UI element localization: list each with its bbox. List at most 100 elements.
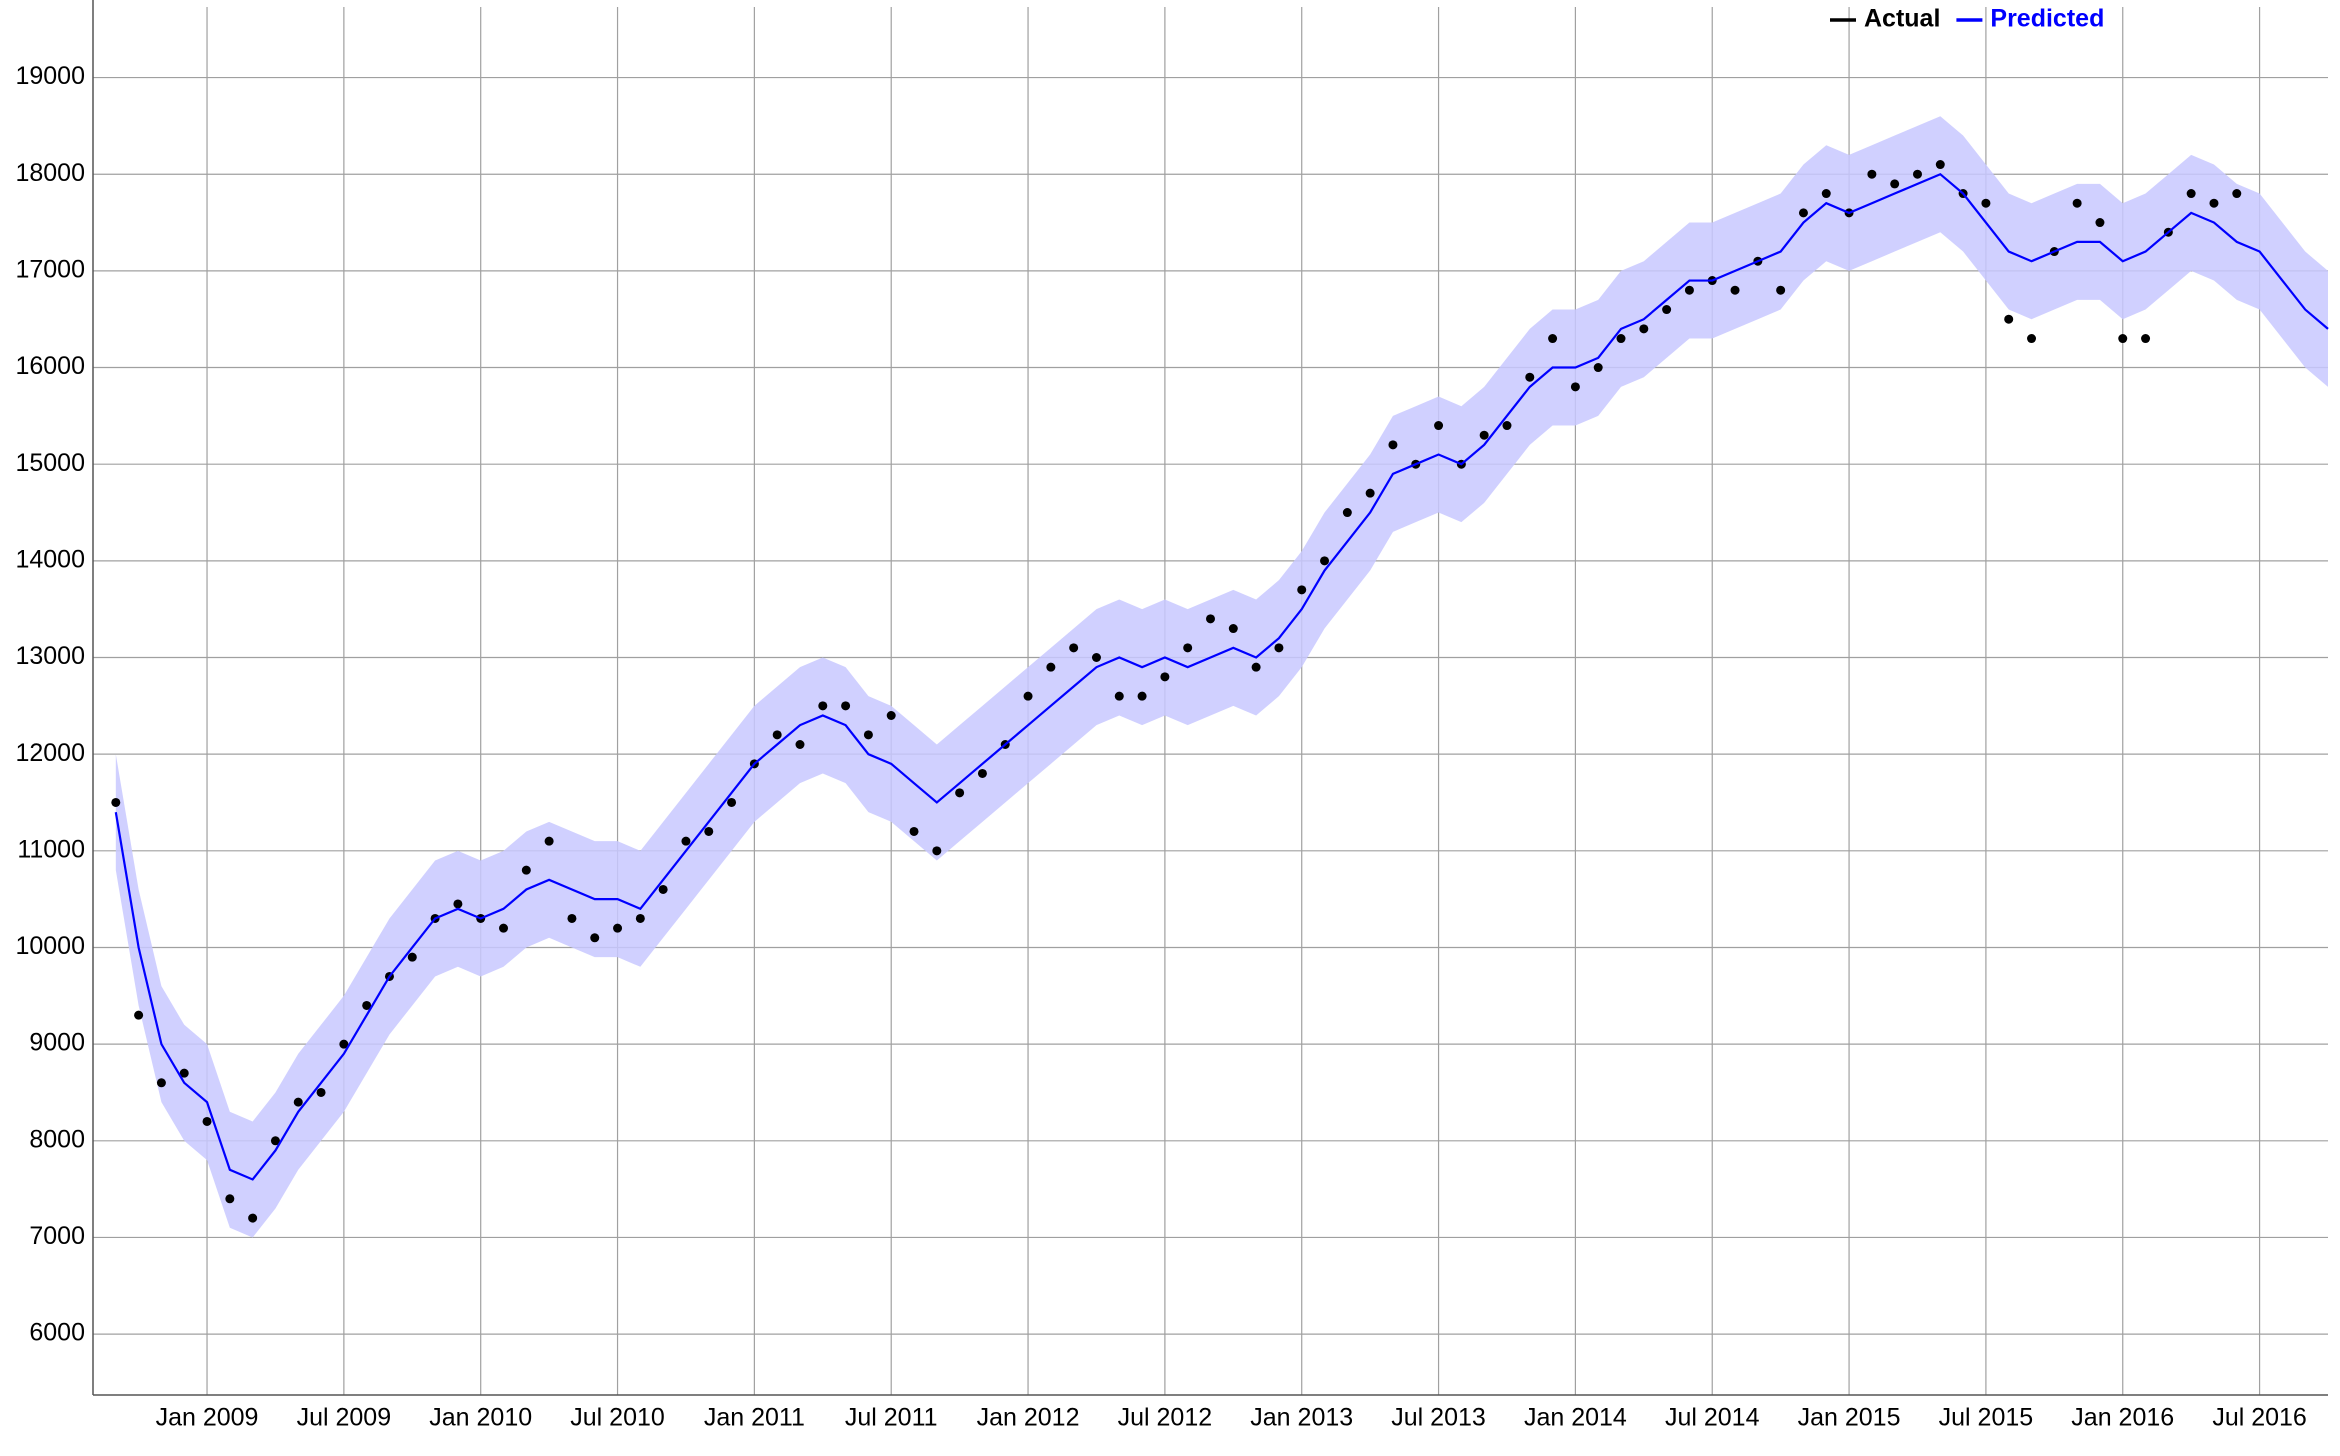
x-tick-label: Jan 2011 [704,1404,805,1432]
actual-point [1388,440,1398,450]
x-tick-label: Jul 2016 [2212,1404,2307,1432]
actual-point [225,1194,235,1204]
y-tick-label: 7000 [29,1222,85,1250]
actual-point [1525,372,1535,382]
actual-point [841,701,851,711]
actual-point [111,797,121,807]
actual-point [1251,662,1261,672]
y-tick-label: 12000 [15,739,85,767]
actual-point [2004,314,2014,324]
actual-point [1684,285,1694,295]
x-tick-label: Jul 2010 [570,1404,665,1432]
actual-point [1183,643,1193,653]
actual-point [1160,672,1170,682]
actual-point [407,952,417,962]
predicted-line [114,172,2329,1181]
x-tick-label: Jul 2011 [845,1404,938,1432]
actual-point [156,1078,166,1088]
actual-point [544,836,554,846]
y-tick-label: 16000 [15,352,85,380]
actual-point [1593,363,1603,373]
actual-point [1502,421,1512,431]
actual-point [2027,334,2037,344]
actual-point [1274,643,1284,653]
actual-point [521,865,531,875]
actual-point [2186,189,2196,199]
y-tick-label: 11000 [17,835,85,863]
y-tick-label: 15000 [15,449,85,477]
x-tick-label: Jan 2013 [1250,1404,1353,1432]
actual-point [727,797,737,807]
x-tick-label: Jul 2014 [1665,1404,1760,1432]
actual-point [590,933,600,943]
y-tick-label: 6000 [29,1319,85,1347]
actual-point [613,923,623,933]
y-tick-label: 19000 [15,62,85,90]
actual-point [1981,198,1991,208]
actual-point [1730,285,1740,295]
actual-point [1662,305,1672,315]
actual-point [316,1087,326,1097]
x-tick-label: Jan 2009 [156,1404,259,1432]
actual-point [635,913,645,923]
actual-point [1639,324,1649,334]
actual-point [362,1000,372,1010]
actual-point [1320,556,1330,566]
actual-point [909,826,919,836]
legend-label: Actual [1864,5,1940,33]
actual-point [955,788,965,798]
actual-point [772,730,782,740]
actual-point [1365,488,1375,498]
actual-point [1297,585,1307,595]
actual-point [704,826,714,836]
actual-point [1046,662,1056,672]
actual-point [567,913,577,923]
actual-point [2232,189,2242,199]
actual-point [202,1116,212,1126]
actual-point [1069,643,1079,653]
actual-point [977,768,987,778]
actual-point [1867,169,1877,179]
actual-point [293,1097,303,1107]
y-tick-label: 18000 [15,159,85,187]
confidence-band [115,116,2328,1238]
y-tick-label: 9000 [29,1029,85,1057]
x-tick-label: Jul 2009 [297,1404,392,1432]
actual-point [1890,179,1900,189]
actual-point [932,846,942,856]
actual-point [1479,430,1489,440]
actual-point [1935,160,1945,170]
actual-point [1137,691,1147,701]
y-tick-label: 10000 [15,932,85,960]
actual-point [1228,624,1238,634]
actual-point [2141,334,2151,344]
actual-point [1776,285,1786,295]
actual-point [1091,653,1101,663]
actual-point [2118,334,2128,344]
x-tick-label: Jan 2014 [1524,1404,1627,1432]
actual-point [795,739,805,749]
actual-point [1114,691,1124,701]
x-tick-label: Jan 2016 [2071,1404,2174,1432]
actual-point [453,899,463,909]
actual-point [270,1136,280,1146]
y-tick-label: 17000 [15,255,85,283]
actual-point [1548,334,1558,344]
x-tick-label: Jul 2013 [1391,1404,1486,1432]
actual-point [2209,198,2219,208]
actual-point [818,701,828,711]
actual-point [658,884,668,894]
x-tick-label: Jul 2015 [1939,1404,2034,1432]
y-tick-label: 14000 [15,545,85,573]
y-tick-label: 8000 [29,1125,85,1153]
actual-point [1342,508,1352,518]
actual-point [1206,614,1215,624]
x-tick-label: Jan 2010 [429,1404,532,1432]
actual-point [2072,198,2082,208]
x-tick-label: Jan 2012 [977,1404,1080,1432]
actual-point [1570,382,1580,392]
actual-point [1821,189,1831,199]
actual-point [886,710,896,720]
actual-point [863,730,873,740]
